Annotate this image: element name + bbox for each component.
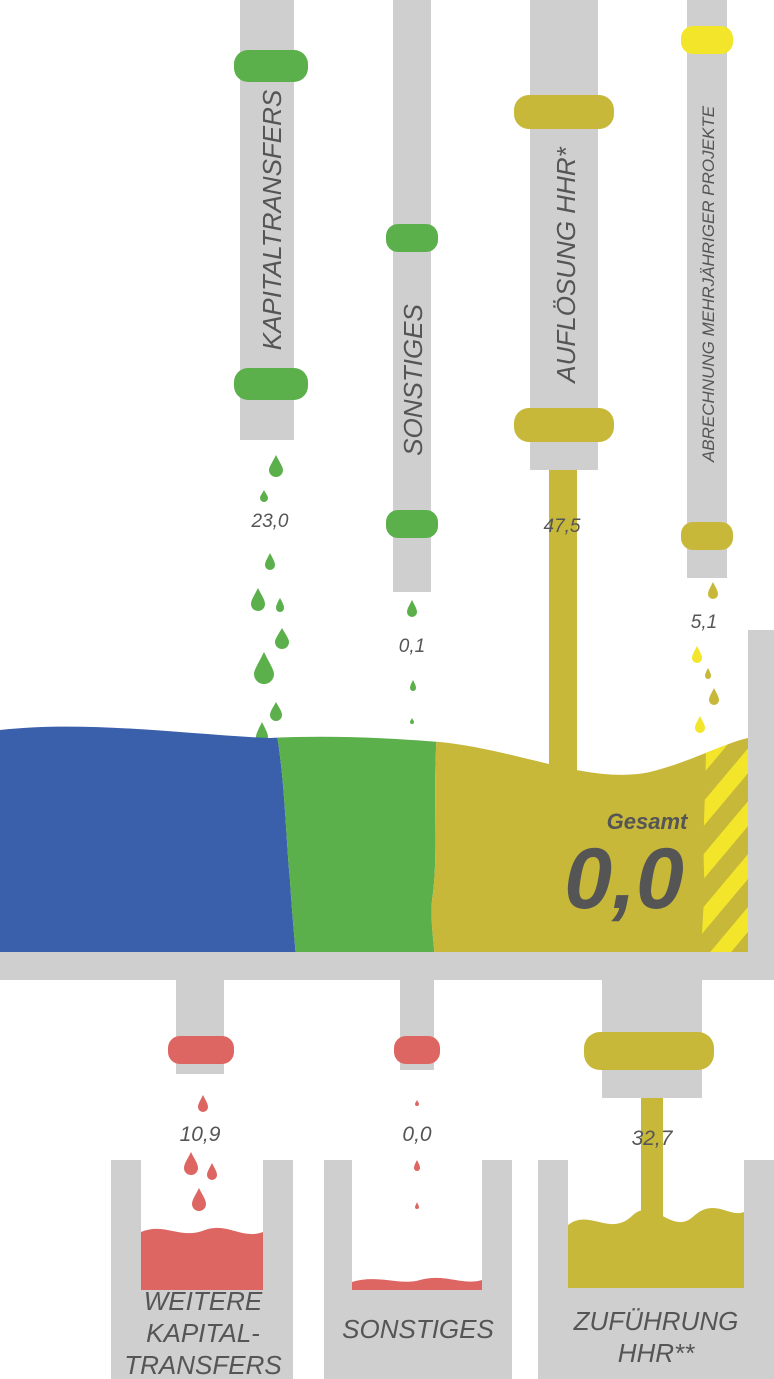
pipe-ring [168, 1036, 234, 1064]
outflow-value-sonstiges: 0,0 [402, 1123, 432, 1146]
outflow-pipe-zufuehrung [584, 980, 714, 1238]
tank-floor [0, 952, 774, 980]
liquid-yellow-hatch [700, 726, 748, 952]
bucket-weitere: WEITERE KAPITAL- TRANSFERS [111, 1160, 293, 1379]
outflow-label-weitere-2: KAPITAL- [146, 1318, 260, 1348]
pipe-ring-bottom [514, 408, 614, 442]
bucket-zufuehrung: ZUFÜHRUNG HHR** [538, 1160, 774, 1379]
inflow-pipe-aufloesung: AUFLÖSUNG HHR* [514, 0, 614, 776]
drops-sonstiges-out [414, 1100, 420, 1209]
inflow-value-sonstiges: 0,1 [399, 636, 425, 657]
pipe-ring-bottom [234, 368, 308, 400]
pipe-ring-top [234, 50, 308, 82]
drop [709, 688, 719, 705]
drop [184, 1152, 198, 1175]
tank-wall-right [748, 630, 774, 980]
drop [198, 1095, 208, 1112]
outflow-pipe-weitere [168, 980, 234, 1074]
drop [410, 680, 416, 691]
drop [275, 628, 289, 649]
drop [265, 553, 275, 570]
liquid-green [270, 726, 440, 952]
tank-liquid [0, 726, 748, 952]
drops-sonstiges [407, 600, 417, 724]
pipe-ring-bottom [681, 522, 733, 550]
drop [251, 588, 265, 611]
drop [708, 582, 718, 599]
outflow-label-weitere-1: WEITERE [144, 1286, 263, 1316]
drop [254, 652, 274, 684]
pipe-ring [394, 1036, 440, 1064]
drop [407, 600, 417, 617]
inflow-stream-aufloesung [549, 470, 577, 776]
drop [207, 1163, 217, 1180]
drop [276, 598, 284, 612]
outflow-label-zufuehrung-1: ZUFÜHRUNG [573, 1306, 739, 1336]
outflow-pipe-sonstiges [394, 980, 440, 1070]
pipe-ring-bottom [386, 510, 438, 538]
pipe-ring [584, 1032, 714, 1070]
drop [270, 702, 282, 721]
bucket-liquid [568, 1207, 744, 1288]
outflow-label-weitere-3: TRANSFERS [124, 1350, 282, 1379]
drop [410, 718, 414, 724]
drop [269, 455, 283, 477]
pipe-ring-top [386, 224, 438, 252]
main-tank: Gesamt 0,0 [0, 630, 774, 980]
liquid-olive [431, 726, 748, 952]
drop [192, 1188, 206, 1211]
inflow-value-abrechnung: 5,1 [691, 612, 717, 633]
drop [415, 1100, 419, 1106]
inflow-value-kapitaltransfers: 23,0 [251, 511, 289, 532]
bucket-sonstiges: SONSTIGES [324, 1160, 512, 1379]
inflow-pipe-kapitaltransfers: KAPITALTRANSFERS [234, 0, 308, 440]
drop [260, 490, 268, 502]
total-label: Gesamt [607, 809, 689, 834]
inflow-label-abrechnung: ABRECHNUNG MEHRJÄHRIGER PROJEKTE [699, 105, 718, 463]
drop [705, 668, 711, 679]
outflow-value-zufuehrung: 32,7 [632, 1127, 674, 1150]
outflow-label-sonstiges: SONSTIGES [342, 1314, 494, 1344]
bucket-liquid [352, 1277, 482, 1290]
inflow-pipe-abrechnung: ABRECHNUNG MEHRJÄHRIGER PROJEKTE [681, 0, 733, 578]
inflow-label-aufloesung: AUFLÖSUNG HHR* [551, 146, 581, 384]
drop [692, 646, 702, 663]
outflow-label-zufuehrung-2: HHR** [618, 1338, 695, 1368]
drops-abrechnung [692, 582, 719, 733]
inflow-pipe-sonstiges: SONSTIGES [386, 0, 438, 592]
outflow-value-weitere: 10,9 [180, 1123, 221, 1146]
outflow-stream-zufuehrung [641, 1098, 663, 1238]
drop [695, 716, 705, 733]
pipe-ring-top [681, 26, 733, 54]
drops-weitere [184, 1095, 217, 1211]
liquid-blue [0, 726, 296, 952]
inflow-value-aufloesung: 47,5 [544, 516, 581, 537]
inflow-label-kapitaltransfers: KAPITALTRANSFERS [257, 89, 287, 350]
total-value: 0,0 [564, 831, 684, 927]
drops-kapitaltransfers [251, 455, 289, 743]
pipe-ring-top [514, 95, 614, 129]
drop [414, 1160, 420, 1171]
drop [415, 1202, 419, 1209]
inflow-label-sonstiges: SONSTIGES [398, 303, 428, 455]
bucket-liquid [141, 1227, 263, 1290]
